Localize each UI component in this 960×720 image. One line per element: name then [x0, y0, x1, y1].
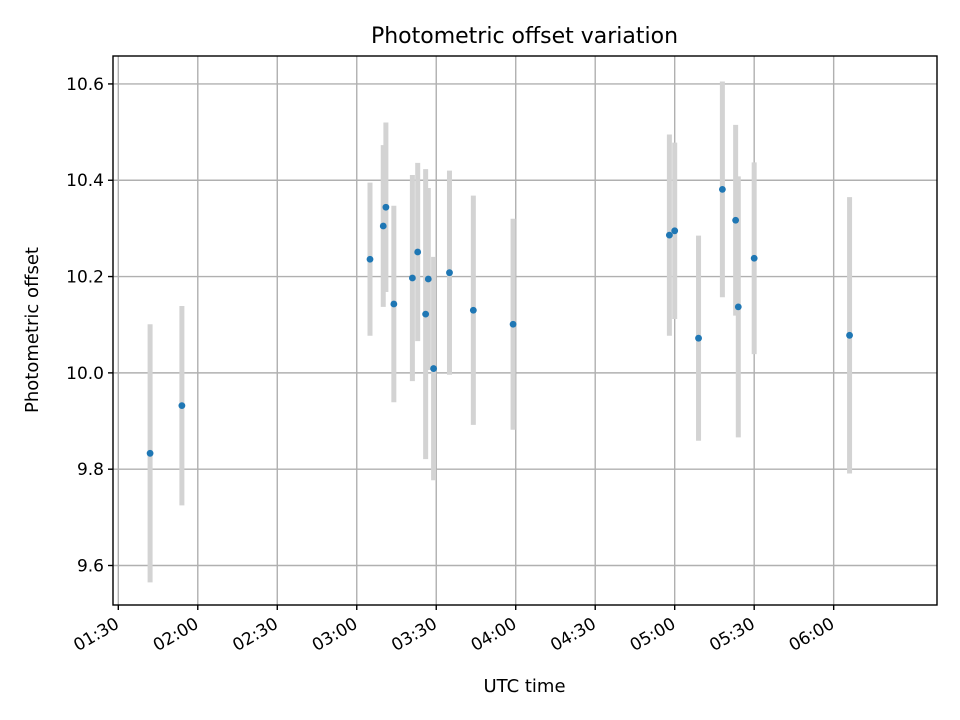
y-tick-label: 10.6 [66, 75, 104, 95]
x-tick-label: 05:30 [706, 614, 758, 656]
data-point [734, 303, 742, 311]
y-tick-label: 9.6 [77, 557, 104, 577]
data-point [379, 222, 387, 230]
data-point [446, 269, 453, 277]
data-point [424, 275, 432, 283]
data-point [408, 274, 416, 282]
chart-title: Photometric offset variation [371, 24, 678, 49]
error-bars [147, 81, 853, 583]
data-point [509, 320, 517, 328]
x-axis-ticks: 01:30 02:00 02:30 03:00 03:30 04:00 04:30 05:00… [70, 605, 838, 656]
data-point [846, 331, 853, 339]
data-point [414, 248, 422, 256]
plot-frame [112, 55, 938, 606]
grid-lines [113, 56, 937, 605]
data-point [671, 227, 679, 235]
x-tick-label: 06:00 [786, 614, 838, 656]
x-tick-label: 02:00 [150, 614, 202, 656]
data-point [750, 254, 758, 262]
data-point [732, 216, 740, 224]
x-tick-label: 04:30 [547, 614, 599, 656]
y-tick-label: 10.4 [66, 171, 104, 191]
data-point [469, 306, 477, 314]
x-tick-label: 03:00 [309, 614, 361, 656]
data-point [430, 365, 437, 372]
data-point [390, 300, 398, 308]
data-point [665, 231, 673, 239]
y-axis-label: Photometric offset [22, 247, 43, 413]
data-point [422, 310, 430, 318]
x-axis-label: UTC time [483, 676, 565, 697]
y-tick-label: 10.2 [66, 268, 104, 288]
data-point [146, 449, 154, 457]
y-axis-ticks: 9.6 9.8 10.0 10.2 10.4 10.6 [66, 75, 113, 577]
x-tick-label: 03:30 [388, 614, 440, 656]
data-point [718, 185, 726, 193]
data-points [146, 185, 853, 457]
data-point [178, 402, 186, 410]
x-tick-label: 05:00 [627, 614, 679, 656]
x-tick-label: 01:30 [70, 614, 122, 656]
y-tick-label: 10.0 [66, 364, 104, 384]
x-tick-label: 04:00 [468, 614, 520, 656]
data-point [382, 203, 390, 211]
y-tick-label: 9.8 [77, 460, 104, 480]
data-point [366, 255, 374, 263]
data-point [695, 334, 702, 342]
x-tick-label: 02:30 [229, 614, 281, 656]
